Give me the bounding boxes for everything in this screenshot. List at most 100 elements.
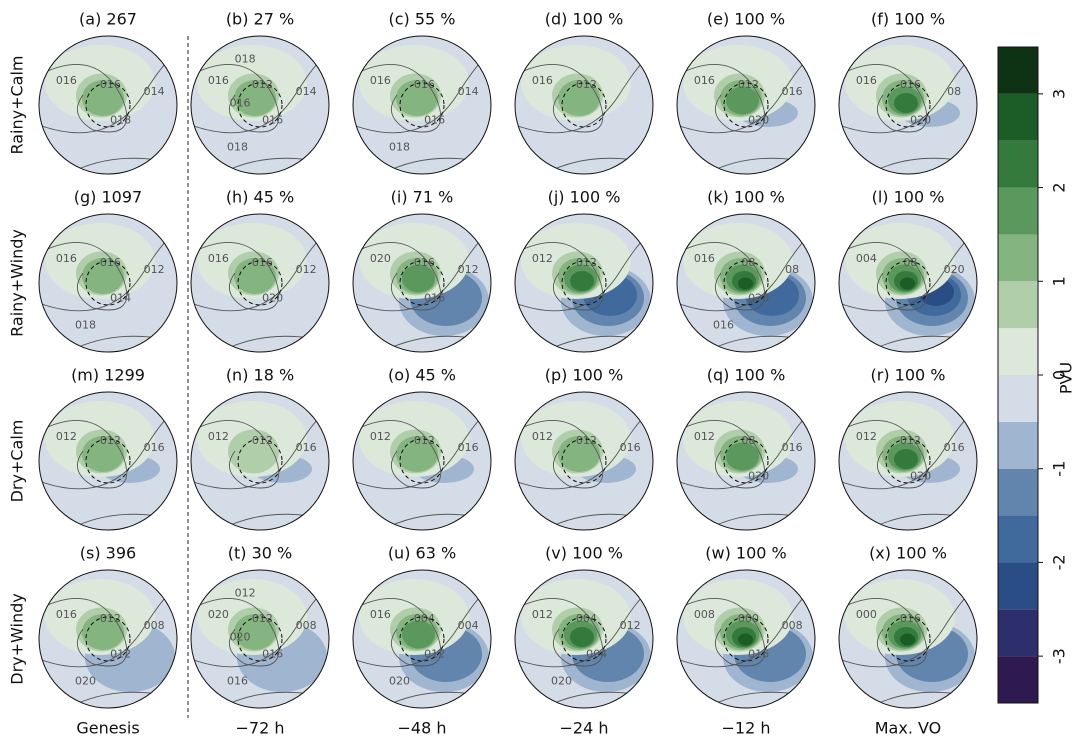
- panel-title: (w) 100 %: [705, 544, 786, 563]
- map-outline: [676, 213, 816, 353]
- colorbar-band: [998, 328, 1038, 375]
- map-outline: [190, 213, 330, 353]
- contour-line: [677, 419, 766, 489]
- composite-radius: [561, 616, 607, 662]
- contour-label: 020: [748, 114, 769, 127]
- positive-pv-area: [402, 264, 435, 293]
- panel-title: (v) 100 %: [545, 544, 623, 563]
- contour-label: 012: [100, 434, 121, 447]
- contour-line: [191, 597, 280, 667]
- map-panel: 012 012 016: [39, 392, 177, 530]
- composite-radius: [885, 438, 931, 484]
- composite-radius: [237, 82, 283, 128]
- map-panel: 012 004 012 004 020: [515, 570, 653, 708]
- contour-label: 018: [75, 318, 96, 331]
- contour-label: 012: [576, 78, 597, 91]
- positive-pv-area: [402, 620, 435, 649]
- contour-label: 016: [252, 256, 273, 269]
- contour-label: 016: [262, 114, 283, 127]
- panel-title: (l) 100 %: [872, 188, 945, 207]
- panel-title: (g) 1097: [74, 188, 142, 207]
- panel-title: (t) 30 %: [228, 544, 293, 563]
- map-panel: 012 012 016: [353, 392, 491, 530]
- contour-label: 016: [900, 612, 921, 625]
- colorbar-band: [998, 609, 1038, 657]
- panel-title: (e) 100 %: [707, 10, 785, 29]
- contour-label: 016: [370, 608, 391, 621]
- contour-line: [353, 597, 442, 667]
- panel-title: (d) 100 %: [545, 10, 624, 29]
- colorbar-band: [998, 234, 1038, 282]
- contour-label: 000: [856, 608, 877, 621]
- map-outline: [514, 391, 654, 531]
- map-outline: [838, 569, 978, 709]
- map-panel: 016 016 012 020: [191, 214, 329, 352]
- contour-label: 012: [532, 430, 553, 443]
- contour-label: 012: [738, 78, 759, 91]
- map-panel: 012 012 016 020: [839, 392, 977, 530]
- composite-radius: [723, 82, 769, 128]
- map-panel: 004 08 020: [839, 214, 977, 352]
- colorbar-band: [998, 468, 1038, 516]
- positive-pv-area: [570, 627, 594, 647]
- map-panel: 012 08 016 020: [677, 392, 815, 530]
- positive-pv-area: [900, 277, 915, 290]
- colorbar-band: [998, 515, 1038, 563]
- map-panel: 012 012 016: [191, 392, 329, 530]
- map-panel: 016 016 08 020: [839, 36, 977, 174]
- contour-label: 012: [532, 608, 553, 621]
- colorbar-tick-label: -1: [1050, 461, 1069, 477]
- contour-label: 020: [910, 114, 931, 127]
- map-panel: 008 000 008 016: [677, 570, 815, 708]
- contour-label: 012: [296, 263, 317, 276]
- contour-label: 020: [208, 608, 229, 621]
- colorbar-band: [998, 187, 1038, 235]
- map-outline: [190, 35, 330, 175]
- map-outline: [514, 35, 654, 175]
- contour-label: 016: [208, 74, 229, 87]
- panel-title: (f) 100 %: [871, 10, 945, 29]
- panel-title: (k) 100 %: [707, 188, 785, 207]
- map-outline: [676, 35, 816, 175]
- map-panel: 016 004 004 012 020: [353, 570, 491, 708]
- contour-label: 012: [370, 430, 391, 443]
- contour-label: 020: [551, 674, 572, 687]
- colorbar-band: [998, 562, 1038, 610]
- contour-label: 004: [414, 612, 435, 625]
- contour-line: [39, 63, 128, 133]
- contour-line: [677, 241, 766, 311]
- contour-label: 020: [944, 263, 965, 276]
- contour-line: [677, 597, 766, 667]
- contour-line: [515, 597, 604, 667]
- contour-label: 016: [208, 252, 229, 265]
- contour-label: 020: [262, 292, 283, 305]
- contour-line: [39, 597, 128, 667]
- contour-label: 012: [576, 434, 597, 447]
- contour-line: [191, 63, 280, 133]
- contour-label: 016: [56, 74, 77, 87]
- contour-label: 004: [576, 612, 597, 625]
- contour-label: 008: [296, 619, 317, 632]
- map-panel: 020 016 012 016: [353, 214, 491, 352]
- panel-title: (q) 100 %: [707, 366, 786, 385]
- map-outline: [838, 213, 978, 353]
- column-label: −24 h: [560, 719, 609, 738]
- map-panel: 016 012: [515, 36, 653, 174]
- map-panel: 000 016: [839, 570, 977, 708]
- composite-radius: [399, 616, 445, 662]
- contour-label: 014: [144, 85, 165, 98]
- colorbar-band: [998, 93, 1038, 141]
- composite-radius: [399, 82, 445, 128]
- contour-line: [353, 63, 442, 133]
- row-label: Dry+Calm: [8, 420, 27, 503]
- contour-line: [39, 419, 128, 489]
- column-label: −12 h: [722, 719, 771, 738]
- map-outline: [676, 569, 816, 709]
- contour-label: 016: [900, 78, 921, 91]
- colorbar-tick-label: 2: [1050, 182, 1069, 192]
- contour-label: 016: [782, 85, 803, 98]
- contour-line: [353, 241, 442, 311]
- composite-radius: [237, 616, 283, 662]
- contour-label: 016: [370, 74, 391, 87]
